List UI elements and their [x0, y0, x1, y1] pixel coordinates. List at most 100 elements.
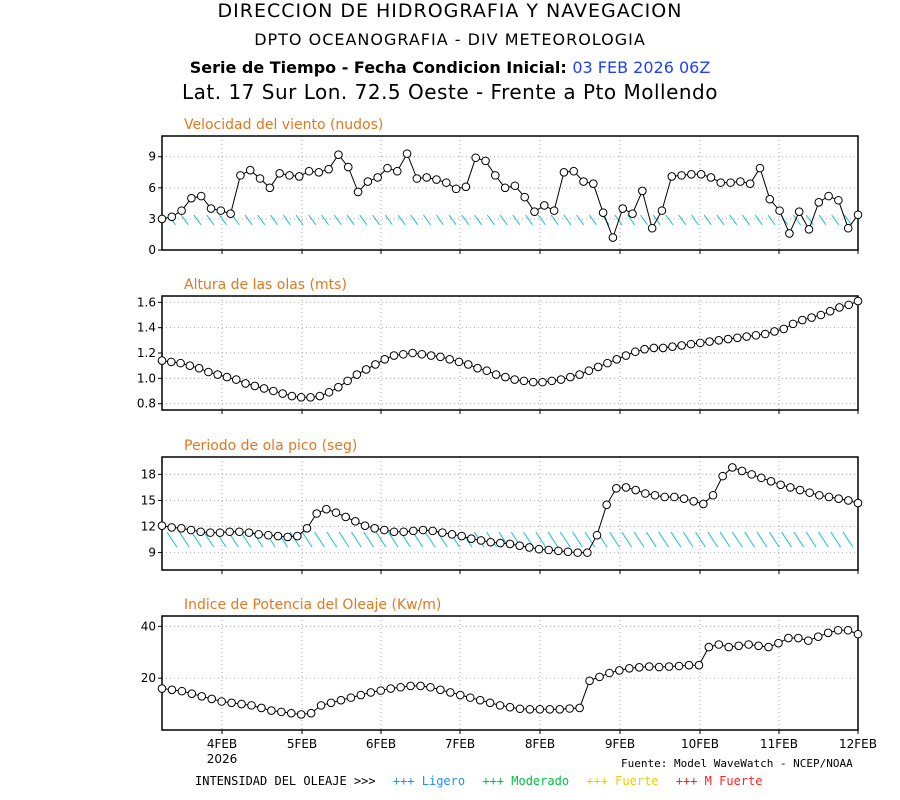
data-point	[510, 181, 520, 191]
direction-arrow	[639, 214, 648, 226]
data-point	[634, 663, 644, 672]
direction-arrow	[351, 531, 362, 548]
direction-arrow	[512, 214, 521, 226]
data-point	[744, 640, 753, 649]
y-tick-label: 9	[148, 150, 156, 164]
series-line	[161, 629, 859, 716]
data-point	[575, 703, 584, 713]
data-point	[207, 694, 217, 704]
data-point	[699, 499, 708, 509]
data-point	[475, 695, 485, 705]
data-point	[213, 370, 222, 379]
data-point	[775, 206, 784, 215]
data-point	[376, 686, 386, 695]
data-point	[621, 483, 631, 492]
direction-arrow	[537, 214, 546, 226]
direction-arrow	[665, 214, 674, 226]
direction-arrow	[474, 214, 483, 226]
data-point	[314, 167, 324, 177]
data-point	[844, 300, 854, 310]
direction-arrow	[448, 214, 457, 226]
data-point	[389, 351, 399, 360]
data-point	[438, 528, 447, 537]
data-point	[649, 343, 659, 353]
data-point	[654, 662, 664, 672]
data-point	[363, 177, 373, 186]
data-point	[724, 642, 734, 652]
data-point	[706, 173, 716, 182]
direction-arrow	[333, 214, 342, 226]
data-point	[795, 485, 805, 495]
data-point	[167, 685, 177, 695]
direction-arrow	[301, 531, 313, 548]
data-point	[255, 174, 265, 183]
data-point	[784, 633, 793, 643]
data-point	[306, 393, 315, 402]
data-point	[436, 685, 445, 695]
data-point	[824, 492, 834, 502]
data-point	[312, 509, 321, 518]
direction-arrow	[831, 214, 840, 226]
y-tick-label: 1.6	[137, 295, 156, 309]
direction-arrow	[326, 531, 338, 548]
data-point	[510, 375, 519, 384]
direction-arrow	[257, 214, 266, 226]
data-point	[457, 531, 466, 541]
data-point	[554, 546, 563, 556]
series-line	[161, 152, 859, 240]
data-point	[813, 632, 823, 642]
data-point	[519, 376, 529, 386]
data-point	[341, 512, 350, 522]
data-point	[689, 497, 698, 506]
data-point	[446, 688, 455, 697]
data-point	[843, 223, 853, 233]
data-point	[244, 528, 254, 537]
data-point	[278, 389, 287, 398]
data-point	[236, 171, 245, 180]
direction-arrow	[584, 531, 596, 548]
series-line	[161, 300, 859, 398]
data-point	[269, 386, 278, 396]
data-point	[476, 536, 486, 545]
data-point	[186, 525, 196, 535]
data-point	[788, 319, 798, 329]
data-point	[185, 361, 195, 370]
data-point	[324, 164, 333, 174]
direction-arrow	[716, 214, 725, 226]
direction-arrow	[295, 214, 304, 226]
data-point	[687, 170, 696, 179]
data-point	[595, 672, 604, 682]
data-point	[670, 492, 679, 502]
data-point	[445, 355, 454, 364]
direction-arrow	[461, 214, 470, 226]
data-point	[708, 490, 718, 500]
direction-arrow	[742, 214, 750, 226]
direction-arrow	[754, 214, 763, 226]
direction-arrow	[384, 214, 393, 226]
data-point	[589, 179, 598, 188]
data-point	[343, 376, 352, 386]
data-point	[259, 384, 269, 393]
data-point	[598, 208, 608, 217]
data-point	[196, 527, 205, 537]
data-point	[757, 473, 766, 483]
data-point	[605, 668, 614, 678]
data-point	[540, 201, 549, 210]
data-point	[798, 315, 807, 325]
data-point	[447, 530, 457, 539]
data-point	[196, 191, 206, 201]
data-point	[714, 336, 724, 345]
data-point	[481, 156, 490, 166]
data-point	[583, 548, 592, 557]
data-point	[625, 664, 634, 673]
data-point	[679, 494, 689, 504]
direction-arrow	[375, 531, 387, 548]
direction-arrows	[168, 214, 852, 226]
data-point	[584, 366, 594, 376]
data-point	[834, 494, 843, 504]
data-point	[505, 539, 515, 549]
data-point	[406, 681, 415, 691]
data-point	[544, 545, 553, 555]
direction-arrow	[203, 531, 215, 548]
data-point	[490, 171, 500, 180]
